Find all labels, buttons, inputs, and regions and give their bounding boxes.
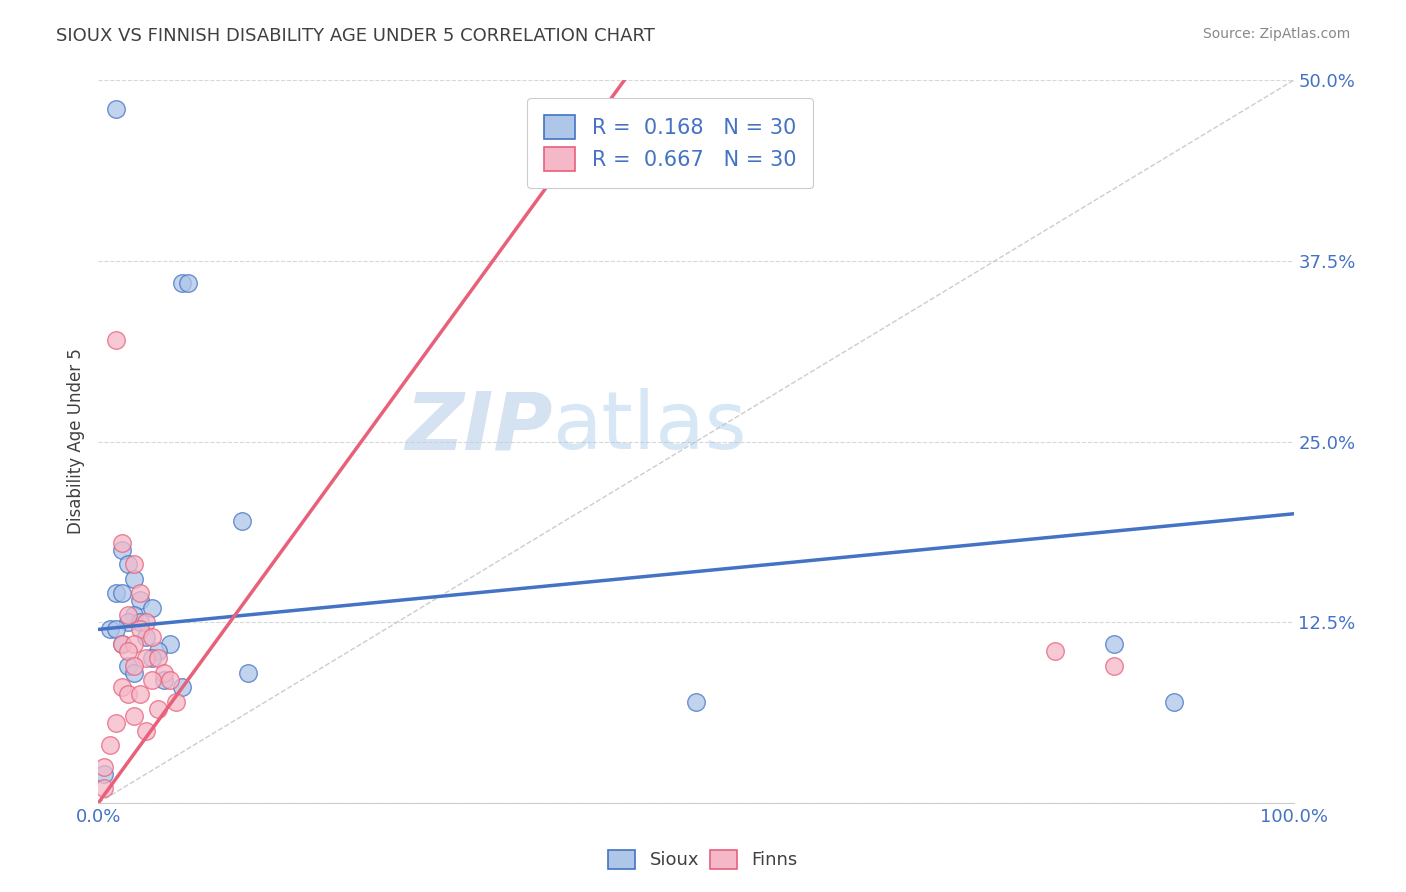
Point [111, 680, 134, 694]
Point [124, 607, 146, 622]
Point [141, 600, 163, 615]
Point [1043, 644, 1066, 658]
Point [1104, 658, 1126, 673]
Point [111, 586, 134, 600]
Point [141, 651, 163, 665]
Point [1163, 695, 1185, 709]
Point [124, 709, 146, 723]
Point [124, 572, 146, 586]
Point [129, 615, 152, 630]
Point [117, 658, 139, 673]
Point [105, 334, 128, 348]
Point [111, 637, 134, 651]
Point [129, 586, 152, 600]
Legend: R =  0.168   N = 30, R =  0.667   N = 30: R = 0.168 N = 30, R = 0.667 N = 30 [527, 98, 813, 187]
Point [159, 637, 181, 651]
Point [117, 644, 139, 658]
Point [129, 593, 152, 607]
Point [124, 558, 146, 572]
Point [117, 687, 139, 701]
Point [236, 665, 259, 680]
Point [98, 623, 122, 637]
Point [172, 680, 194, 694]
Point [153, 673, 176, 687]
Point [177, 276, 200, 290]
Point [117, 558, 139, 572]
Point [135, 723, 157, 738]
Point [129, 687, 152, 701]
Point [148, 702, 170, 716]
Point [159, 673, 181, 687]
Point [148, 651, 170, 665]
Point [111, 535, 134, 549]
Point [141, 630, 163, 644]
Point [105, 586, 128, 600]
Point [129, 623, 152, 637]
Point [124, 658, 146, 673]
Point [148, 644, 170, 658]
Point [172, 276, 194, 290]
Point [135, 615, 157, 630]
Point [105, 716, 128, 731]
Point [93, 781, 115, 796]
Point [124, 665, 146, 680]
Point [135, 630, 157, 644]
Point [685, 695, 707, 709]
Text: ZIP: ZIP [405, 388, 553, 467]
Point [1104, 637, 1126, 651]
Point [93, 760, 115, 774]
Text: SIOUX VS FINNISH DISABILITY AGE UNDER 5 CORRELATION CHART: SIOUX VS FINNISH DISABILITY AGE UNDER 5 … [56, 27, 655, 45]
Point [105, 102, 128, 116]
Legend: Sioux, Finns: Sioux, Finns [599, 841, 807, 879]
Point [117, 607, 139, 622]
Text: atlas: atlas [553, 388, 747, 467]
Point [111, 542, 134, 557]
Point [111, 637, 134, 651]
Point [117, 615, 139, 630]
Point [124, 637, 146, 651]
Point [141, 673, 163, 687]
Point [231, 514, 253, 528]
Point [153, 665, 176, 680]
Point [93, 767, 115, 781]
Point [98, 738, 122, 752]
Point [165, 695, 187, 709]
Y-axis label: Disability Age Under 5: Disability Age Under 5 [66, 349, 84, 534]
Point [135, 651, 157, 665]
Point [105, 623, 128, 637]
Text: Source: ZipAtlas.com: Source: ZipAtlas.com [1202, 27, 1350, 41]
